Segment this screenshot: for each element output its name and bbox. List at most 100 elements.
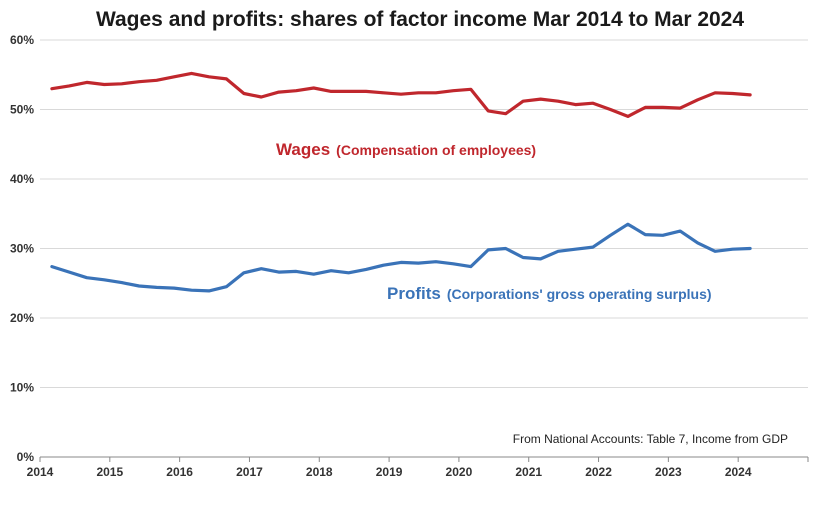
wages-data-point xyxy=(417,91,420,95)
y-tick-label: 10% xyxy=(10,381,34,395)
wages-data-point xyxy=(137,80,141,83)
profits-data-point xyxy=(50,265,54,268)
y-tick-label: 50% xyxy=(10,103,34,117)
profits-data-point xyxy=(347,271,350,275)
profits-data-point xyxy=(260,267,263,270)
wages-data-point xyxy=(50,87,54,90)
profits-data-point xyxy=(68,270,71,274)
profits-data-point xyxy=(277,270,280,274)
x-tick-label: 2022 xyxy=(585,465,612,479)
profits-data-point xyxy=(679,229,682,233)
wages-data-point xyxy=(591,102,595,105)
wages-data-point xyxy=(312,86,315,90)
wages-data-point xyxy=(277,90,280,94)
y-tick-label: 40% xyxy=(10,172,34,186)
profits-data-point xyxy=(574,247,577,251)
source-note: From National Accounts: Table 7, Income … xyxy=(512,432,788,446)
wages-data-point xyxy=(260,95,263,99)
x-tick-label: 2019 xyxy=(376,465,403,479)
profits-data-point xyxy=(295,270,298,273)
profits-data-point xyxy=(172,286,176,290)
profits-data-point xyxy=(85,276,88,279)
profits-series-name: Profits xyxy=(387,284,441,303)
wages-data-point xyxy=(696,98,699,101)
wages-data-point xyxy=(504,112,507,115)
profits-data-point xyxy=(452,262,455,265)
wages-data-point xyxy=(661,106,664,109)
profits-data-point xyxy=(591,245,595,249)
y-tick-label: 0% xyxy=(17,450,35,464)
profits-series-label: Profits (Corporations' gross operating su… xyxy=(387,284,712,304)
x-tick-label: 2014 xyxy=(27,465,54,479)
profits-series-note: (Corporations' gross operating surplus) xyxy=(446,286,712,302)
wages-data-point xyxy=(85,81,88,84)
wages-data-point xyxy=(364,90,368,93)
wages-data-point xyxy=(242,92,246,95)
profits-data-point xyxy=(609,234,612,237)
profits-data-point xyxy=(207,289,211,293)
wages-data-point xyxy=(521,99,525,103)
wages-data-point xyxy=(713,91,717,95)
profits-data-point xyxy=(312,273,315,276)
wages-data-point xyxy=(469,88,472,91)
profits-data-point xyxy=(225,285,228,288)
profits-data-point xyxy=(103,278,106,281)
chart-title: Wages and profits: shares of factor inco… xyxy=(95,8,745,31)
wages-data-point xyxy=(748,93,752,97)
wages-data-point xyxy=(155,79,158,82)
wages-data-point xyxy=(225,77,228,81)
profits-data-point xyxy=(417,261,420,265)
profits-data-point xyxy=(242,271,246,275)
profits-data-point xyxy=(190,289,193,292)
profits-data-point xyxy=(120,281,123,284)
wages-data-point xyxy=(731,92,734,95)
x-tick-label: 2016 xyxy=(166,465,193,479)
x-tick-label: 2023 xyxy=(655,465,682,479)
profits-data-point xyxy=(399,261,403,264)
profits-data-point xyxy=(626,222,630,226)
profits-data-point xyxy=(556,250,560,253)
wages-data-point xyxy=(452,89,455,92)
x-tick-label: 2021 xyxy=(515,465,542,479)
wages-data-point xyxy=(329,90,333,93)
profits-data-point xyxy=(696,241,699,245)
wages-data-point xyxy=(295,89,298,92)
profits-data-point xyxy=(713,250,717,253)
wages-data-point xyxy=(207,75,211,79)
wages-data-point xyxy=(399,93,403,96)
x-tick-label: 2020 xyxy=(446,465,473,479)
wages-data-point xyxy=(68,84,71,88)
profits-data-point xyxy=(731,247,734,251)
wages-data-point xyxy=(172,75,176,79)
profits-data-point xyxy=(469,265,472,268)
y-tick-label: 30% xyxy=(10,242,34,256)
wages-data-point xyxy=(347,90,350,93)
wages-data-point xyxy=(539,97,542,101)
profits-data-point xyxy=(382,263,385,267)
x-tick-label: 2024 xyxy=(725,465,752,479)
profits-data-point xyxy=(487,248,490,252)
profits-data-point xyxy=(521,256,525,259)
profits-data-point xyxy=(661,234,664,237)
x-tick-label: 2015 xyxy=(96,465,123,479)
wages-series-label: Wages (Compensation of employees) xyxy=(276,140,536,160)
wages-data-point xyxy=(556,99,560,103)
wages-data-point xyxy=(609,108,612,111)
x-tick-label: 2018 xyxy=(306,465,333,479)
wages-data-point xyxy=(382,91,385,95)
profits-data-point xyxy=(155,286,158,289)
profits-data-point xyxy=(504,247,507,250)
x-tick-label: 2017 xyxy=(236,465,263,479)
profits-data-point xyxy=(644,233,647,236)
wages-data-point xyxy=(120,82,123,85)
wages-series-name: Wages xyxy=(276,140,331,159)
profits-data-point xyxy=(434,260,438,263)
wages-data-point xyxy=(487,109,490,113)
wages-data-point xyxy=(190,72,193,75)
profits-data-point xyxy=(539,257,542,261)
y-tick-label: 20% xyxy=(10,311,34,325)
wages-data-point xyxy=(626,115,630,118)
wages-data-point xyxy=(644,106,647,109)
